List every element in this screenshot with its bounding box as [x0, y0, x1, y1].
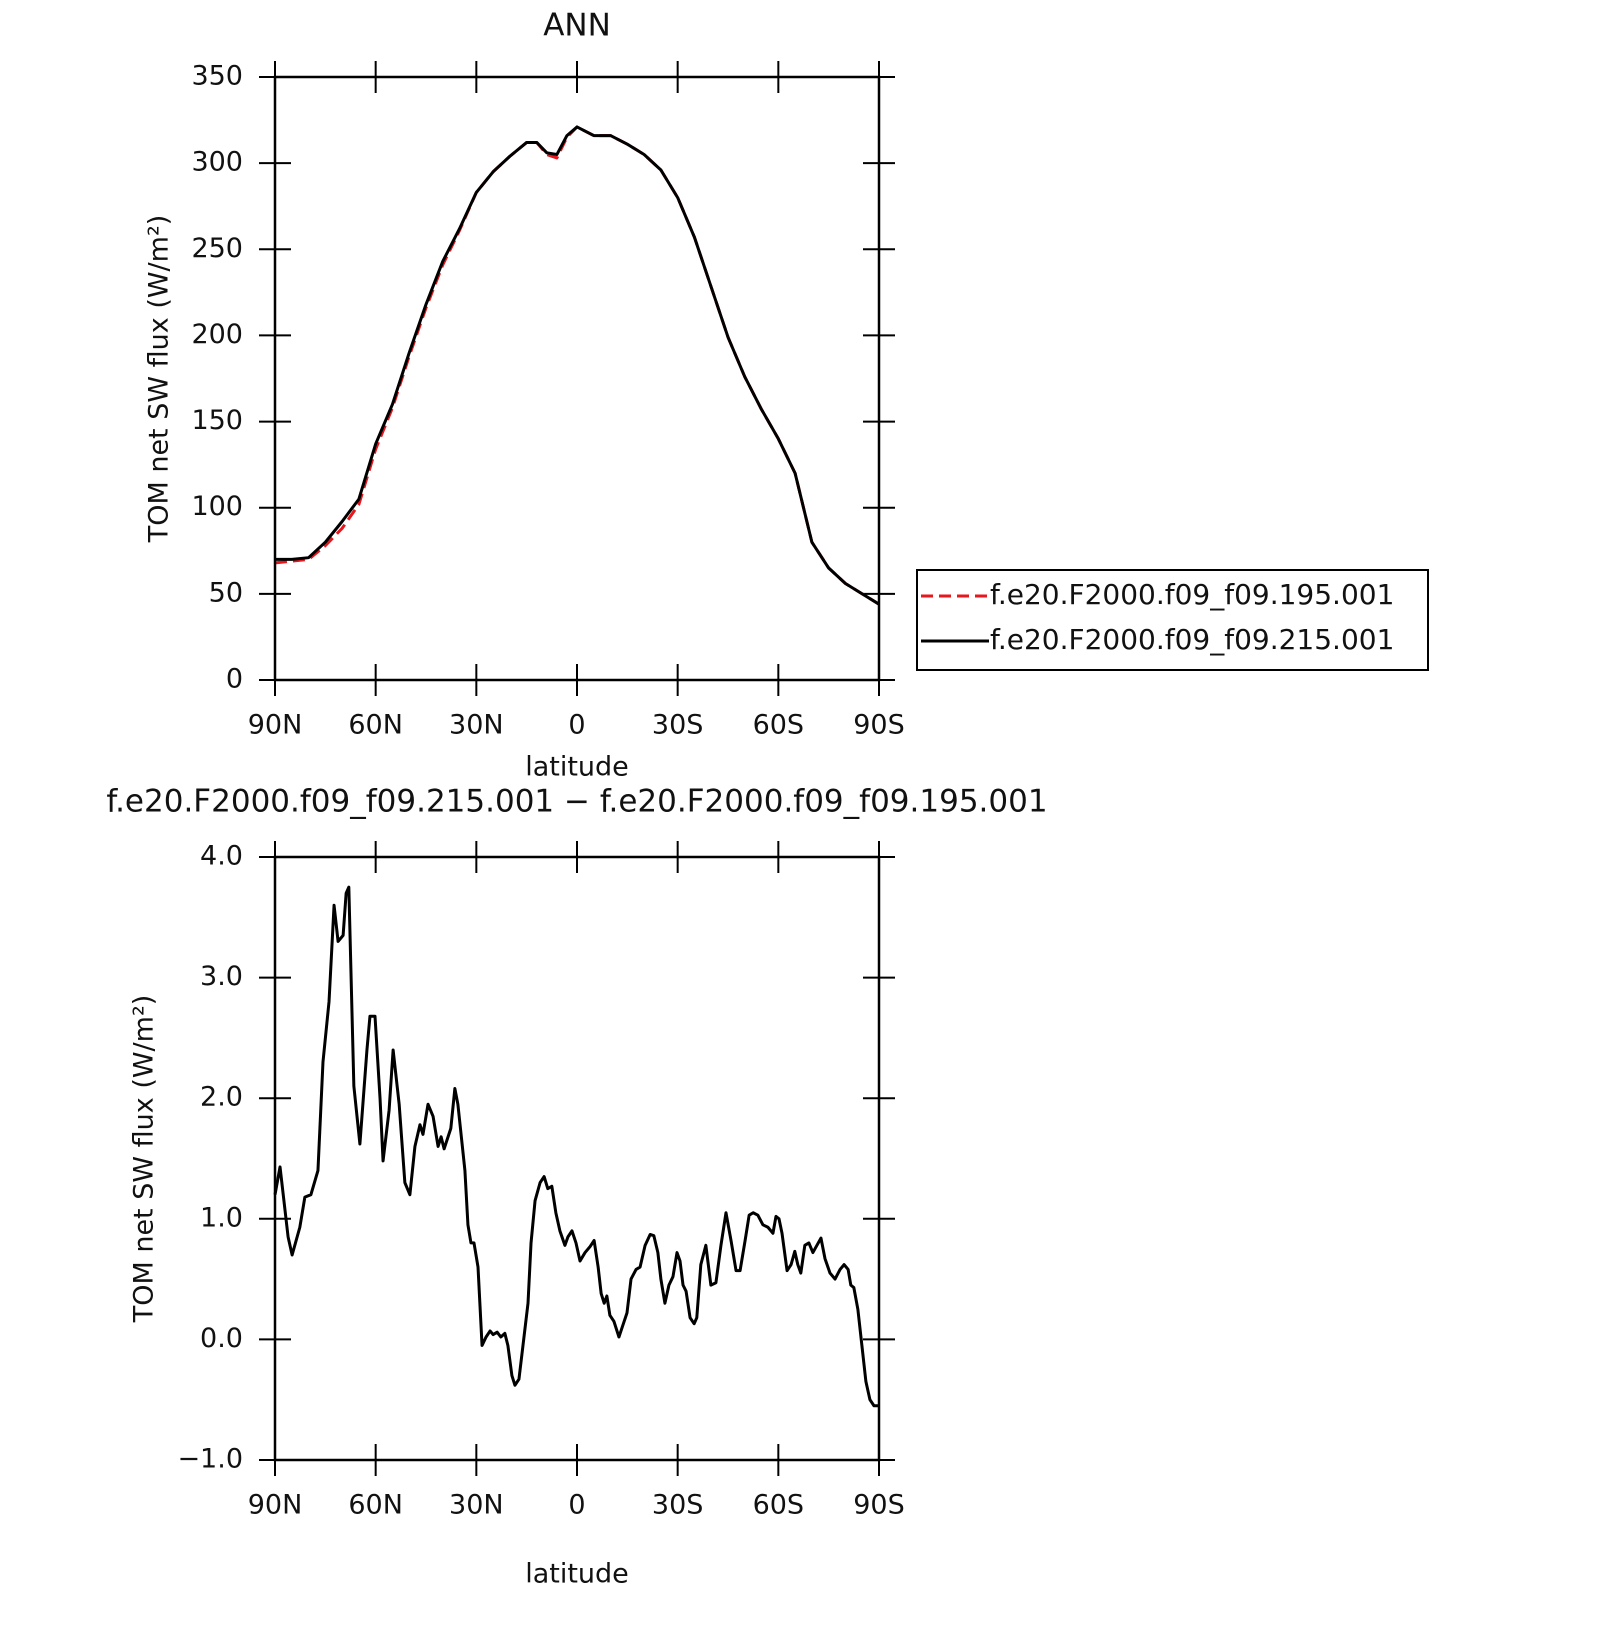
legend-label: f.e20.F2000.f09_f09.215.001 — [990, 623, 1394, 656]
y-tick-label: 350 — [191, 61, 243, 92]
y-tick-label: 200 — [191, 319, 243, 350]
legend-box — [916, 569, 1429, 671]
line-series — [273, 885, 879, 1408]
plot-frame — [273, 75, 881, 682]
x-axis-label: latitude — [525, 752, 629, 783]
x-axis-label: latitude — [525, 1559, 629, 1590]
y-tick-label: 150 — [191, 405, 243, 436]
x-tick-label: 30N — [449, 1490, 504, 1521]
y-tick-label: 1.0 — [200, 1202, 243, 1233]
x-tick-label: 60N — [348, 710, 403, 741]
x-tick-label: 90N — [248, 1490, 303, 1521]
y-tick-label: −1.0 — [177, 1444, 243, 1475]
x-tick-label: 30N — [449, 710, 504, 741]
y-tick-label: 0 — [226, 664, 243, 695]
legend-label: f.e20.F2000.f09_f09.195.001 — [990, 578, 1394, 611]
y-axis-label: TOM net SW flux (W/m²) — [129, 995, 160, 1324]
y-tick-label: 0.0 — [200, 1323, 243, 1354]
x-tick-label: 60S — [753, 1490, 805, 1521]
line-series — [275, 125, 880, 606]
line-series — [274, 125, 880, 606]
y-tick-label: 250 — [191, 233, 243, 264]
x-tick-label: 0 — [568, 710, 585, 741]
x-tick-label: 90S — [853, 1490, 905, 1521]
x-tick-label: 30S — [652, 710, 704, 741]
chart-title: f.e20.F2000.f09_f09.215.001 − f.e20.F200… — [106, 784, 1047, 820]
y-axis-label: TOM net SW flux (W/m²) — [144, 215, 175, 544]
y-tick-label: 100 — [191, 491, 243, 522]
plot-frame — [273, 855, 881, 1462]
chart-title: ANN — [543, 8, 611, 44]
x-tick-label: 90S — [853, 710, 905, 741]
x-tick-label: 60S — [753, 710, 805, 741]
x-tick-label: 30S — [652, 1490, 704, 1521]
y-tick-label: 4.0 — [200, 841, 243, 872]
y-tick-label: 3.0 — [200, 961, 243, 992]
y-tick-label: 2.0 — [200, 1082, 243, 1113]
y-tick-label: 50 — [209, 577, 243, 608]
x-tick-label: 60N — [348, 1490, 403, 1521]
x-tick-label: 0 — [568, 1490, 585, 1521]
y-tick-label: 300 — [191, 147, 243, 178]
x-tick-label: 90N — [248, 710, 303, 741]
